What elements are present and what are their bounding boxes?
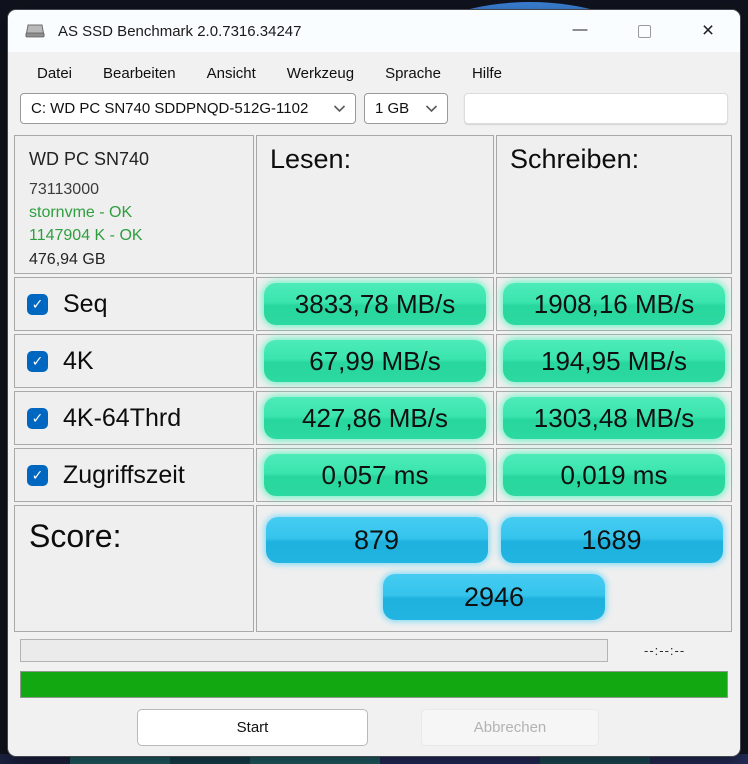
score-total-value: 2946 xyxy=(383,574,605,620)
minimize-button[interactable]: — xyxy=(548,10,612,52)
seq-write-value: 1908,16 MB/s xyxy=(503,283,725,325)
zugriffszeit-checkbox[interactable]: ✓ xyxy=(27,464,48,486)
4k-read-value: 67,99 MB/s xyxy=(264,340,486,382)
4k64thrd-read-cell: 427,86 MB/s xyxy=(256,391,494,445)
menu-item-bearbeiten[interactable]: Bearbeiten xyxy=(103,65,176,82)
4k-write-cell: 194,95 MB/s xyxy=(496,334,732,388)
check-icon: ✓ xyxy=(31,296,44,312)
menu-item-werkzeug[interactable]: Werkzeug xyxy=(286,65,355,82)
4k64thrd-read-value: 427,86 MB/s xyxy=(264,397,486,439)
4k-write-value: 194,95 MB/s xyxy=(503,340,725,382)
test-label: Zugriffszeit xyxy=(63,460,185,489)
menu-item-hilfe[interactable]: Hilfe xyxy=(471,65,502,82)
score-panel: 879 1689 2946 xyxy=(256,505,732,632)
drive-info-panel: WD PC SN740 73113000 stornvme - OK 11479… xyxy=(14,135,254,274)
seq-write-cell: 1908,16 MB/s xyxy=(496,277,732,331)
app-icon xyxy=(24,22,46,40)
zugriffszeit-write-value: 0,019 ms xyxy=(503,454,725,496)
score-write-value: 1689 xyxy=(500,517,723,563)
maximize-icon xyxy=(637,24,651,38)
cancel-button[interactable]: Abbrechen xyxy=(421,709,599,746)
maximize-button[interactable] xyxy=(612,10,676,52)
minimize-icon: — xyxy=(572,20,588,38)
overall-progress-bar xyxy=(20,671,728,698)
result-drive-field[interactable] xyxy=(464,93,728,124)
test-label: Seq xyxy=(63,289,108,318)
write-column-header: Schreiben: xyxy=(496,135,732,274)
score-read-value: 879 xyxy=(265,517,488,563)
test-label: 4K xyxy=(63,346,94,375)
window-title: AS SSD Benchmark 2.0.7316.34247 xyxy=(58,22,302,40)
chevron-down-icon xyxy=(425,105,438,113)
test-row-4k64thrd: ✓ 4K-64Thrd xyxy=(14,391,254,445)
4k-read-cell: 67,99 MB/s xyxy=(256,334,494,388)
window-controls: — × xyxy=(548,10,740,52)
title-bar[interactable]: AS SSD Benchmark 2.0.7316.34247 — × xyxy=(8,10,740,52)
menu-item-sprache[interactable]: Sprache xyxy=(385,65,441,82)
drive-model: WD PC SN740 xyxy=(29,149,150,169)
toolbar: C: WD PC SN740 SDDPNQD-512G-1102 1 GB xyxy=(8,89,740,124)
check-icon: ✓ xyxy=(31,467,44,483)
check-icon: ✓ xyxy=(31,410,44,426)
test-size-value: 1 GB xyxy=(375,100,410,117)
chevron-down-icon xyxy=(333,105,346,113)
test-label: 4K-64Thrd xyxy=(63,403,182,432)
close-icon: × xyxy=(701,19,715,42)
menu-bar: Datei Bearbeiten Ansicht Werkzeug Sprach… xyxy=(8,52,740,89)
close-button[interactable]: × xyxy=(676,10,740,52)
4k64thrd-write-cell: 1303,48 MB/s xyxy=(496,391,732,445)
seq-read-value: 3833,78 MB/s xyxy=(264,283,486,325)
menu-item-ansicht[interactable]: Ansicht xyxy=(206,65,256,82)
test-row-zugriffszeit: ✓ Zugriffszeit xyxy=(14,448,254,502)
test-row-4k: ✓ 4K xyxy=(14,334,254,388)
drive-select-value: C: WD PC SN740 SDDPNQD-512G-1102 xyxy=(31,100,309,117)
zugriffszeit-read-cell: 0,057 ms xyxy=(256,448,494,502)
check-icon: ✓ xyxy=(31,353,44,369)
4k64thrd-write-value: 1303,48 MB/s xyxy=(503,397,725,439)
progress-row: --:--:-- xyxy=(20,639,728,662)
test-size-select[interactable]: 1 GB xyxy=(364,93,448,124)
drive-firmware: 73113000 xyxy=(29,181,99,199)
4k-checkbox[interactable]: ✓ xyxy=(27,350,48,372)
seq-read-cell: 3833,78 MB/s xyxy=(256,277,494,331)
read-column-header: Lesen: xyxy=(256,135,494,274)
taskbar-strip xyxy=(0,754,748,764)
results-grid: WD PC SN740 73113000 stornvme - OK 11479… xyxy=(14,135,732,632)
start-button[interactable]: Start xyxy=(137,709,368,746)
driver-status: stornvme - OK xyxy=(29,204,133,222)
alignment-status: 1147904 K - OK xyxy=(29,227,143,245)
test-row-seq: ✓ Seq xyxy=(14,277,254,331)
eta-text: --:--:-- xyxy=(644,643,686,658)
zugriffszeit-read-value: 0,057 ms xyxy=(264,454,486,496)
progress-bar xyxy=(20,639,608,662)
menu-item-datei[interactable]: Datei xyxy=(37,65,73,82)
seq-checkbox[interactable]: ✓ xyxy=(27,293,48,315)
4k64thrd-checkbox[interactable]: ✓ xyxy=(27,407,48,429)
app-window: AS SSD Benchmark 2.0.7316.34247 — × Date… xyxy=(8,10,740,756)
drive-select[interactable]: C: WD PC SN740 SDDPNQD-512G-1102 xyxy=(20,93,356,124)
drive-capacity: 476,94 GB xyxy=(29,250,106,268)
zugriffszeit-write-cell: 0,019 ms xyxy=(496,448,732,502)
score-label-cell: Score: xyxy=(14,505,254,632)
